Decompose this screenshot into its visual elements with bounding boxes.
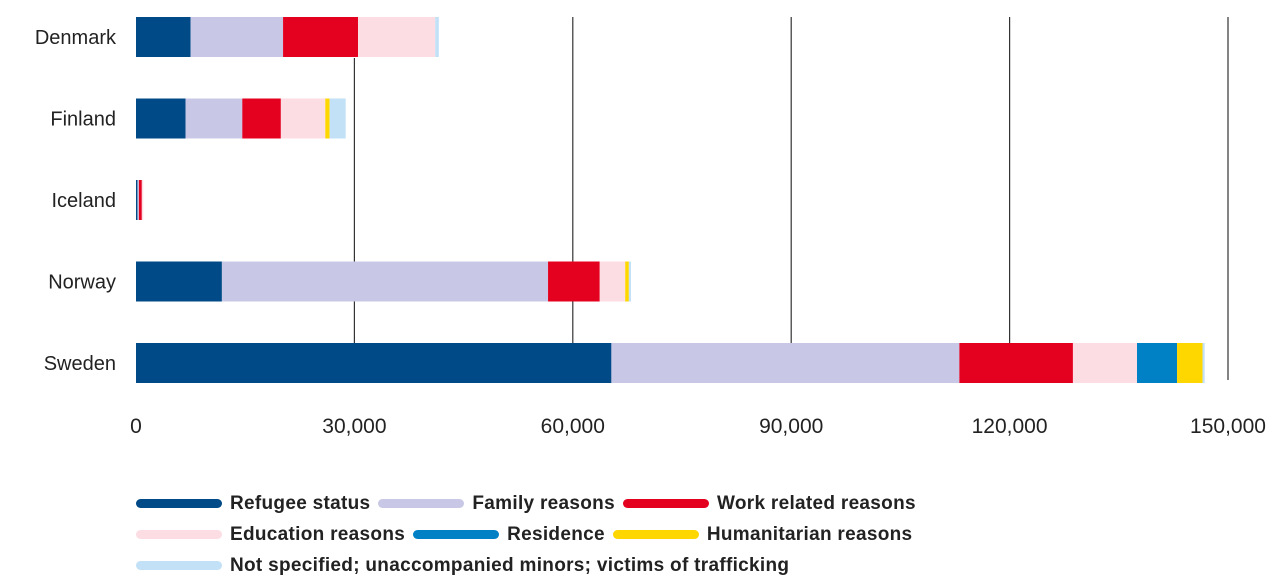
x-tick-label: 120,000 [972,415,1048,438]
legend-item: Education reasons [136,524,405,546]
bar-segment [358,17,436,57]
x-tick-label: 60,000 [541,415,605,438]
bar-segment [280,98,326,139]
bar-segment [625,261,629,302]
bar-segment [329,98,346,139]
legend-row: Refugee status Family reasons Work related… [136,488,1136,519]
bar-segment [1072,343,1137,383]
legend-swatch [622,499,709,508]
legend-item: Family reasons [378,493,615,515]
bar-segment [628,261,632,302]
category-label: Sweden [44,353,116,375]
bar-segment [548,261,600,302]
bar-segment [136,261,222,302]
x-axis-tick-labels: 0 30,000 60,000 90,000 120,000 150,000 [130,415,1266,438]
x-tick-label: 30,000 [322,415,386,438]
legend-swatch [413,530,500,539]
legend-label: Humanitarian reasons [706,523,913,545]
legend-swatch [136,561,222,570]
legend-label: Refugee status [230,492,371,514]
legend-label: Family reasons [472,492,615,514]
bar-segment [190,17,284,57]
bar-segment [599,261,626,302]
legend-label: Work related reasons [716,492,916,514]
legend-swatch [612,530,699,539]
bar-segment [611,343,960,383]
bar-segment [435,17,439,57]
bar-segment [137,180,139,220]
x-tick-label: 0 [130,415,142,438]
category-label: Denmark [35,27,117,49]
bar-segment [136,343,612,383]
bar-segment [1137,343,1178,383]
legend-item: Refugee status [136,493,370,515]
legend-item: Humanitarian reasons [612,523,913,546]
bar-segment [1202,343,1205,383]
legend-swatch [136,530,222,539]
category-label: Finland [50,109,116,131]
legend-swatch [378,499,465,508]
bar-segment [221,261,549,302]
bar-segment [185,98,243,139]
bar-segment [283,17,359,57]
legend-item: Not specified; unaccompanied minors; vic… [136,555,789,577]
category-labels: Denmark Finland Iceland Norway Sweden [35,27,117,375]
legend-label: Not specified; unaccompanied minors; vic… [230,554,790,576]
bar-segment [325,98,330,139]
bar-segment [959,343,1073,383]
legend-swatch [136,499,222,508]
bar-segment [136,180,138,220]
legend-label: Residence [507,523,605,545]
legend-label: Education reasons [230,523,406,545]
bar-segment [136,98,186,139]
category-label: Iceland [52,190,117,212]
bar-segment [141,180,144,220]
legend-row: Education reasons Residence Humanitarian r… [136,519,1136,550]
x-tick-label: 90,000 [759,415,823,438]
x-tick-label: 150,000 [1190,415,1266,438]
bar-segment [138,180,142,220]
legend-row: Not specified; unaccompanied minors; vic… [136,550,1136,581]
bar-segment [1177,343,1203,383]
bar-segment [136,17,191,57]
legend-item: Residence [413,524,605,546]
bars [136,17,1205,383]
legend-item: Work related reasons [622,492,916,515]
legend: Refugee status Family reasons Work related… [136,488,1136,581]
gridlines [353,17,1229,380]
bar-segment [242,98,281,139]
category-label: Norway [48,272,116,294]
stacked-bar-chart: Denmark Finland Iceland Norway Sweden 0 30,00… [35,17,1266,438]
